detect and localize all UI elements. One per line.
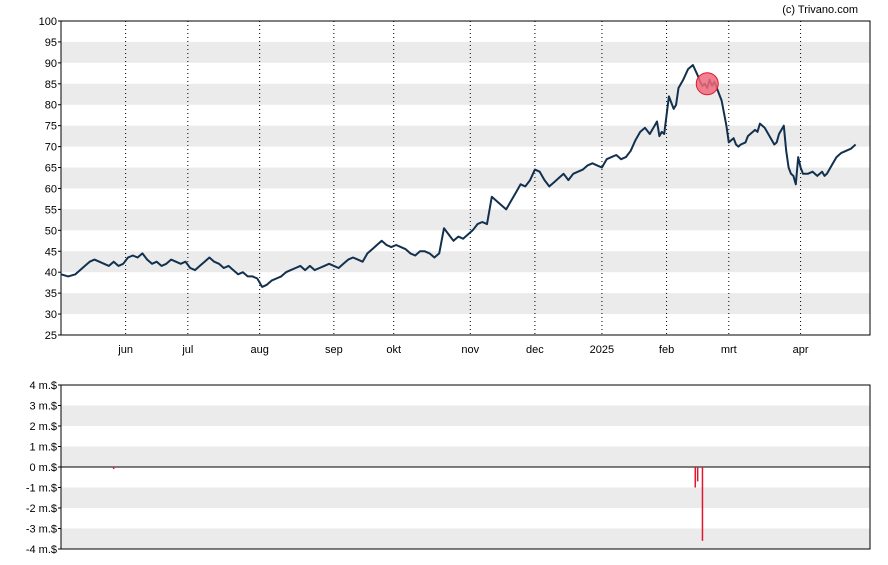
volume-y-tick-label: 1 m.$ [29, 442, 57, 454]
price-y-tick-label: 80 [45, 100, 57, 112]
volume-y-tick-label: 3 m.$ [29, 401, 57, 413]
month-tick-label: jun [117, 344, 133, 356]
price-y-tick-label: 55 [45, 204, 57, 216]
price-y-tick-label: 60 [45, 183, 57, 195]
price-y-tick-label: 40 [45, 267, 57, 279]
volume-panel: 4 m.$ 3 m.$ 2 m.$ 1 m.$ 0 m.$ -1 m.$ -2 m.$ -3 … [26, 380, 871, 556]
price-grid-band [61, 167, 870, 189]
month-tick-label: nov [461, 344, 479, 356]
price-y-tick-label: 25 [45, 330, 57, 342]
volume-grid-band [61, 446, 870, 467]
price-grid-band [61, 293, 870, 315]
month-tick-label: dec [526, 344, 544, 356]
volume-grid-band [61, 528, 870, 549]
price-y-tick-label: 35 [45, 288, 57, 300]
price-y-tick-label: 50 [45, 225, 57, 237]
volume-y-tick-label: -2 m.$ [26, 503, 57, 515]
volume-y-tick-label: -3 m.$ [26, 524, 57, 536]
month-tick-label: sep [325, 344, 343, 356]
month-tick-label: feb [659, 344, 674, 356]
volume-y-tick-label: 0 m.$ [29, 462, 57, 474]
volume-y-tick-label: 4 m.$ [29, 380, 57, 392]
credit-label: (c) Trivano.com [782, 4, 858, 16]
price-grid-band [61, 251, 870, 273]
month-tick-label: jul [181, 344, 193, 356]
price-y-tick-label: 65 [45, 163, 57, 175]
volume-grid-band [61, 405, 870, 426]
price-series-line [60, 64, 857, 288]
price-y-tick-label: 85 [45, 79, 57, 91]
month-tick-label: okt [386, 344, 401, 356]
month-tick-label: aug [250, 344, 268, 356]
price-grid-band [61, 41, 870, 63]
price-y-tick-label: 45 [45, 246, 57, 258]
price-grid-band [61, 83, 870, 105]
price-grid-band [61, 209, 870, 231]
month-tick-label: mrt [721, 344, 737, 356]
price-y-tick-label: 75 [45, 121, 57, 133]
volume-y-tick-label: 2 m.$ [29, 421, 57, 433]
price-y-tick-label: 30 [45, 309, 57, 321]
month-tick-label: apr [793, 344, 809, 356]
event-marker [695, 72, 719, 96]
volume-y-tick-label: -4 m.$ [26, 544, 57, 556]
volume-y-tick-label: -1 m.$ [26, 483, 57, 495]
price-frame [60, 20, 871, 336]
price-y-tick-label: 100 [39, 16, 57, 28]
price-panel: 100 95 90 85 80 75 70 65 60 55 50 45 40 35 30 25 jun jul a… [39, 16, 871, 356]
month-tick-label: 2025 [590, 344, 614, 356]
price-y-tick-label: 70 [45, 142, 57, 154]
volume-grid-band [61, 487, 870, 508]
price-grid-band [61, 125, 870, 147]
price-y-tick-label: 90 [45, 58, 57, 70]
price-y-tick-label: 95 [45, 37, 57, 49]
